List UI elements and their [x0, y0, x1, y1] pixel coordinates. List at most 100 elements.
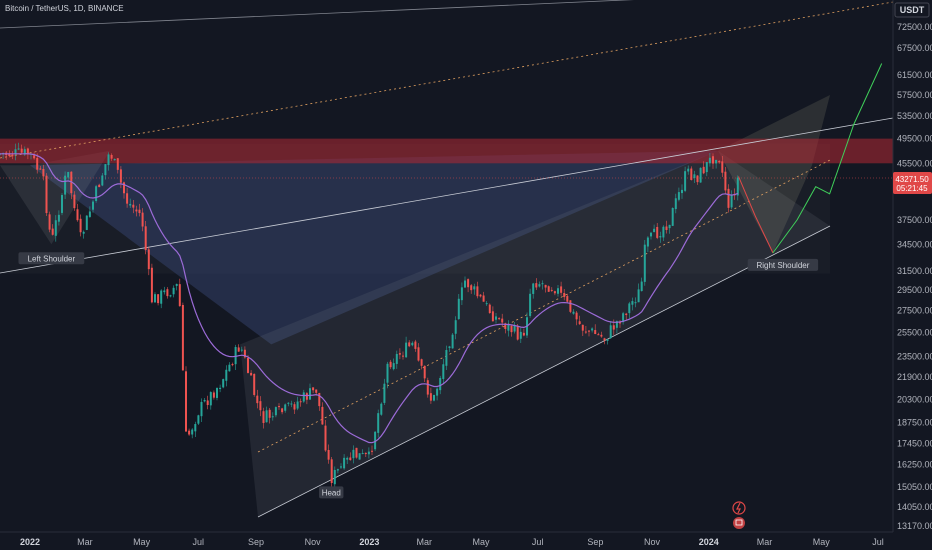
- candle-body: [411, 342, 414, 346]
- candle-body: [274, 407, 277, 416]
- candle-body: [364, 452, 367, 455]
- left-shoulder-label: Left Shoulder: [28, 254, 76, 263]
- candle-body: [389, 361, 392, 368]
- price-tick-label: 34500.00: [897, 239, 932, 249]
- candle-body: [160, 290, 163, 304]
- candle-body: [107, 154, 110, 166]
- candle-body: [594, 330, 597, 335]
- time-tick-label: Sep: [248, 537, 264, 547]
- candle-body: [67, 171, 70, 178]
- candle-body: [535, 283, 538, 288]
- candle-body: [163, 290, 166, 293]
- candle-body: [281, 408, 284, 413]
- candle-body: [541, 283, 544, 285]
- candle-body: [346, 457, 349, 460]
- candle-body: [321, 406, 324, 425]
- price-tag-box: [893, 172, 932, 194]
- flash-alert-icon[interactable]: [732, 501, 746, 515]
- candle-body: [191, 429, 194, 435]
- candle-body: [110, 154, 113, 159]
- candle-body: [377, 413, 380, 433]
- time-tick-label: Jul: [193, 537, 205, 547]
- candle-body: [476, 286, 479, 297]
- candle-body: [147, 249, 150, 270]
- moving-average-line: [0, 153, 739, 444]
- candle-body: [417, 347, 420, 361]
- candle-body: [575, 312, 578, 320]
- price-tick-label: 16250.00: [897, 460, 932, 470]
- price-tick-label: 67500.00: [897, 43, 932, 53]
- candle-body: [553, 291, 556, 294]
- candle-body: [79, 218, 82, 233]
- candle-body: [172, 287, 175, 295]
- candle-body: [414, 341, 417, 349]
- candle-body: [467, 279, 470, 288]
- candle-body: [343, 457, 346, 469]
- candle-body: [420, 359, 423, 366]
- candle-body: [76, 209, 79, 221]
- price-tick-label: 25500.00: [897, 328, 932, 338]
- price-tick-label: 20300.00: [897, 394, 932, 404]
- candle-body: [708, 157, 711, 164]
- time-tick-label: 2024: [699, 537, 719, 547]
- price-tick-label: 57500.00: [897, 90, 932, 100]
- candle-body: [693, 174, 696, 179]
- candle-body: [563, 293, 566, 298]
- price-axis[interactable]: 72500.00 67500.00 61500.00 57500.00 53500.00…: [897, 22, 932, 531]
- events-icon[interactable]: [733, 517, 745, 529]
- candle-body: [144, 226, 147, 250]
- price-tick-label: 18750.00: [897, 418, 932, 428]
- currency-selector[interactable]: USDT: [894, 2, 930, 18]
- time-tick-label: Mar: [757, 537, 773, 547]
- candle-body: [721, 161, 724, 173]
- price-tick-label: 37500.00: [897, 215, 932, 225]
- candle-body: [82, 231, 85, 234]
- candle-body: [681, 189, 683, 194]
- left-shoulder-zone: [0, 150, 110, 245]
- candle-body: [26, 148, 29, 155]
- candle-body: [408, 342, 411, 347]
- time-axis-panel[interactable]: [0, 532, 893, 550]
- candle-body: [11, 154, 14, 157]
- price-tick-label: 72500.00: [897, 22, 932, 32]
- candle-body: [600, 334, 603, 337]
- pattern-labels: Left Shoulder Head Right Shoulder: [18, 252, 819, 499]
- candle-body: [380, 403, 383, 415]
- candle-body: [584, 331, 587, 333]
- candle-body: [495, 316, 497, 320]
- candle-body: [61, 195, 63, 213]
- candle-body: [538, 284, 541, 287]
- candle-body: [203, 399, 206, 402]
- candle-body: [591, 328, 594, 331]
- candle-body: [327, 449, 330, 460]
- candle-body: [309, 388, 311, 400]
- candle-body: [212, 392, 215, 398]
- candle-body: [200, 401, 203, 417]
- price-tick-label: 21900.00: [897, 372, 932, 382]
- price-axis-panel[interactable]: [893, 0, 932, 532]
- candle-body: [95, 186, 98, 201]
- candle-body: [135, 209, 138, 212]
- candle-body: [696, 175, 699, 183]
- current-price-label: 43271.50: [895, 175, 929, 184]
- candle-body: [650, 232, 652, 237]
- price-tick-label: 13170.00: [897, 521, 932, 531]
- candle-body: [501, 318, 504, 323]
- candle-body: [17, 148, 20, 150]
- candle-body: [588, 330, 590, 332]
- candle-body: [637, 289, 640, 303]
- candle-body: [426, 380, 429, 395]
- candle-body: [488, 304, 491, 314]
- time-axis[interactable]: 2022 Mar May Jul Sep Nov 2023 Mar May Jul Sep Nov 20…: [20, 537, 884, 547]
- candle-body: [318, 392, 321, 407]
- candle-body: [619, 322, 621, 324]
- currency-box[interactable]: [894, 2, 930, 18]
- candle-body: [185, 371, 187, 432]
- candle-body: [736, 177, 739, 196]
- candle-body: [395, 353, 398, 364]
- candle-body: [566, 296, 569, 302]
- plot-area[interactable]: Left Shoulder Head Right Shoulder: [0, 0, 894, 518]
- candle-body: [20, 148, 23, 153]
- candle-body: [457, 298, 460, 320]
